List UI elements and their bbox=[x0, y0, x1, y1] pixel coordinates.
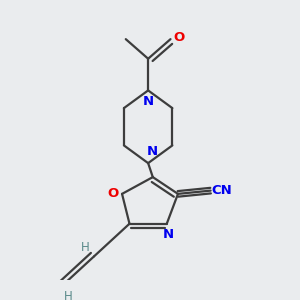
Text: N: N bbox=[142, 95, 154, 108]
Text: H: H bbox=[80, 241, 89, 254]
Text: O: O bbox=[173, 31, 184, 44]
Text: H: H bbox=[64, 290, 72, 300]
Text: N: N bbox=[146, 146, 158, 158]
Text: CN: CN bbox=[212, 184, 232, 197]
Text: O: O bbox=[107, 188, 118, 200]
Text: N: N bbox=[163, 228, 174, 242]
